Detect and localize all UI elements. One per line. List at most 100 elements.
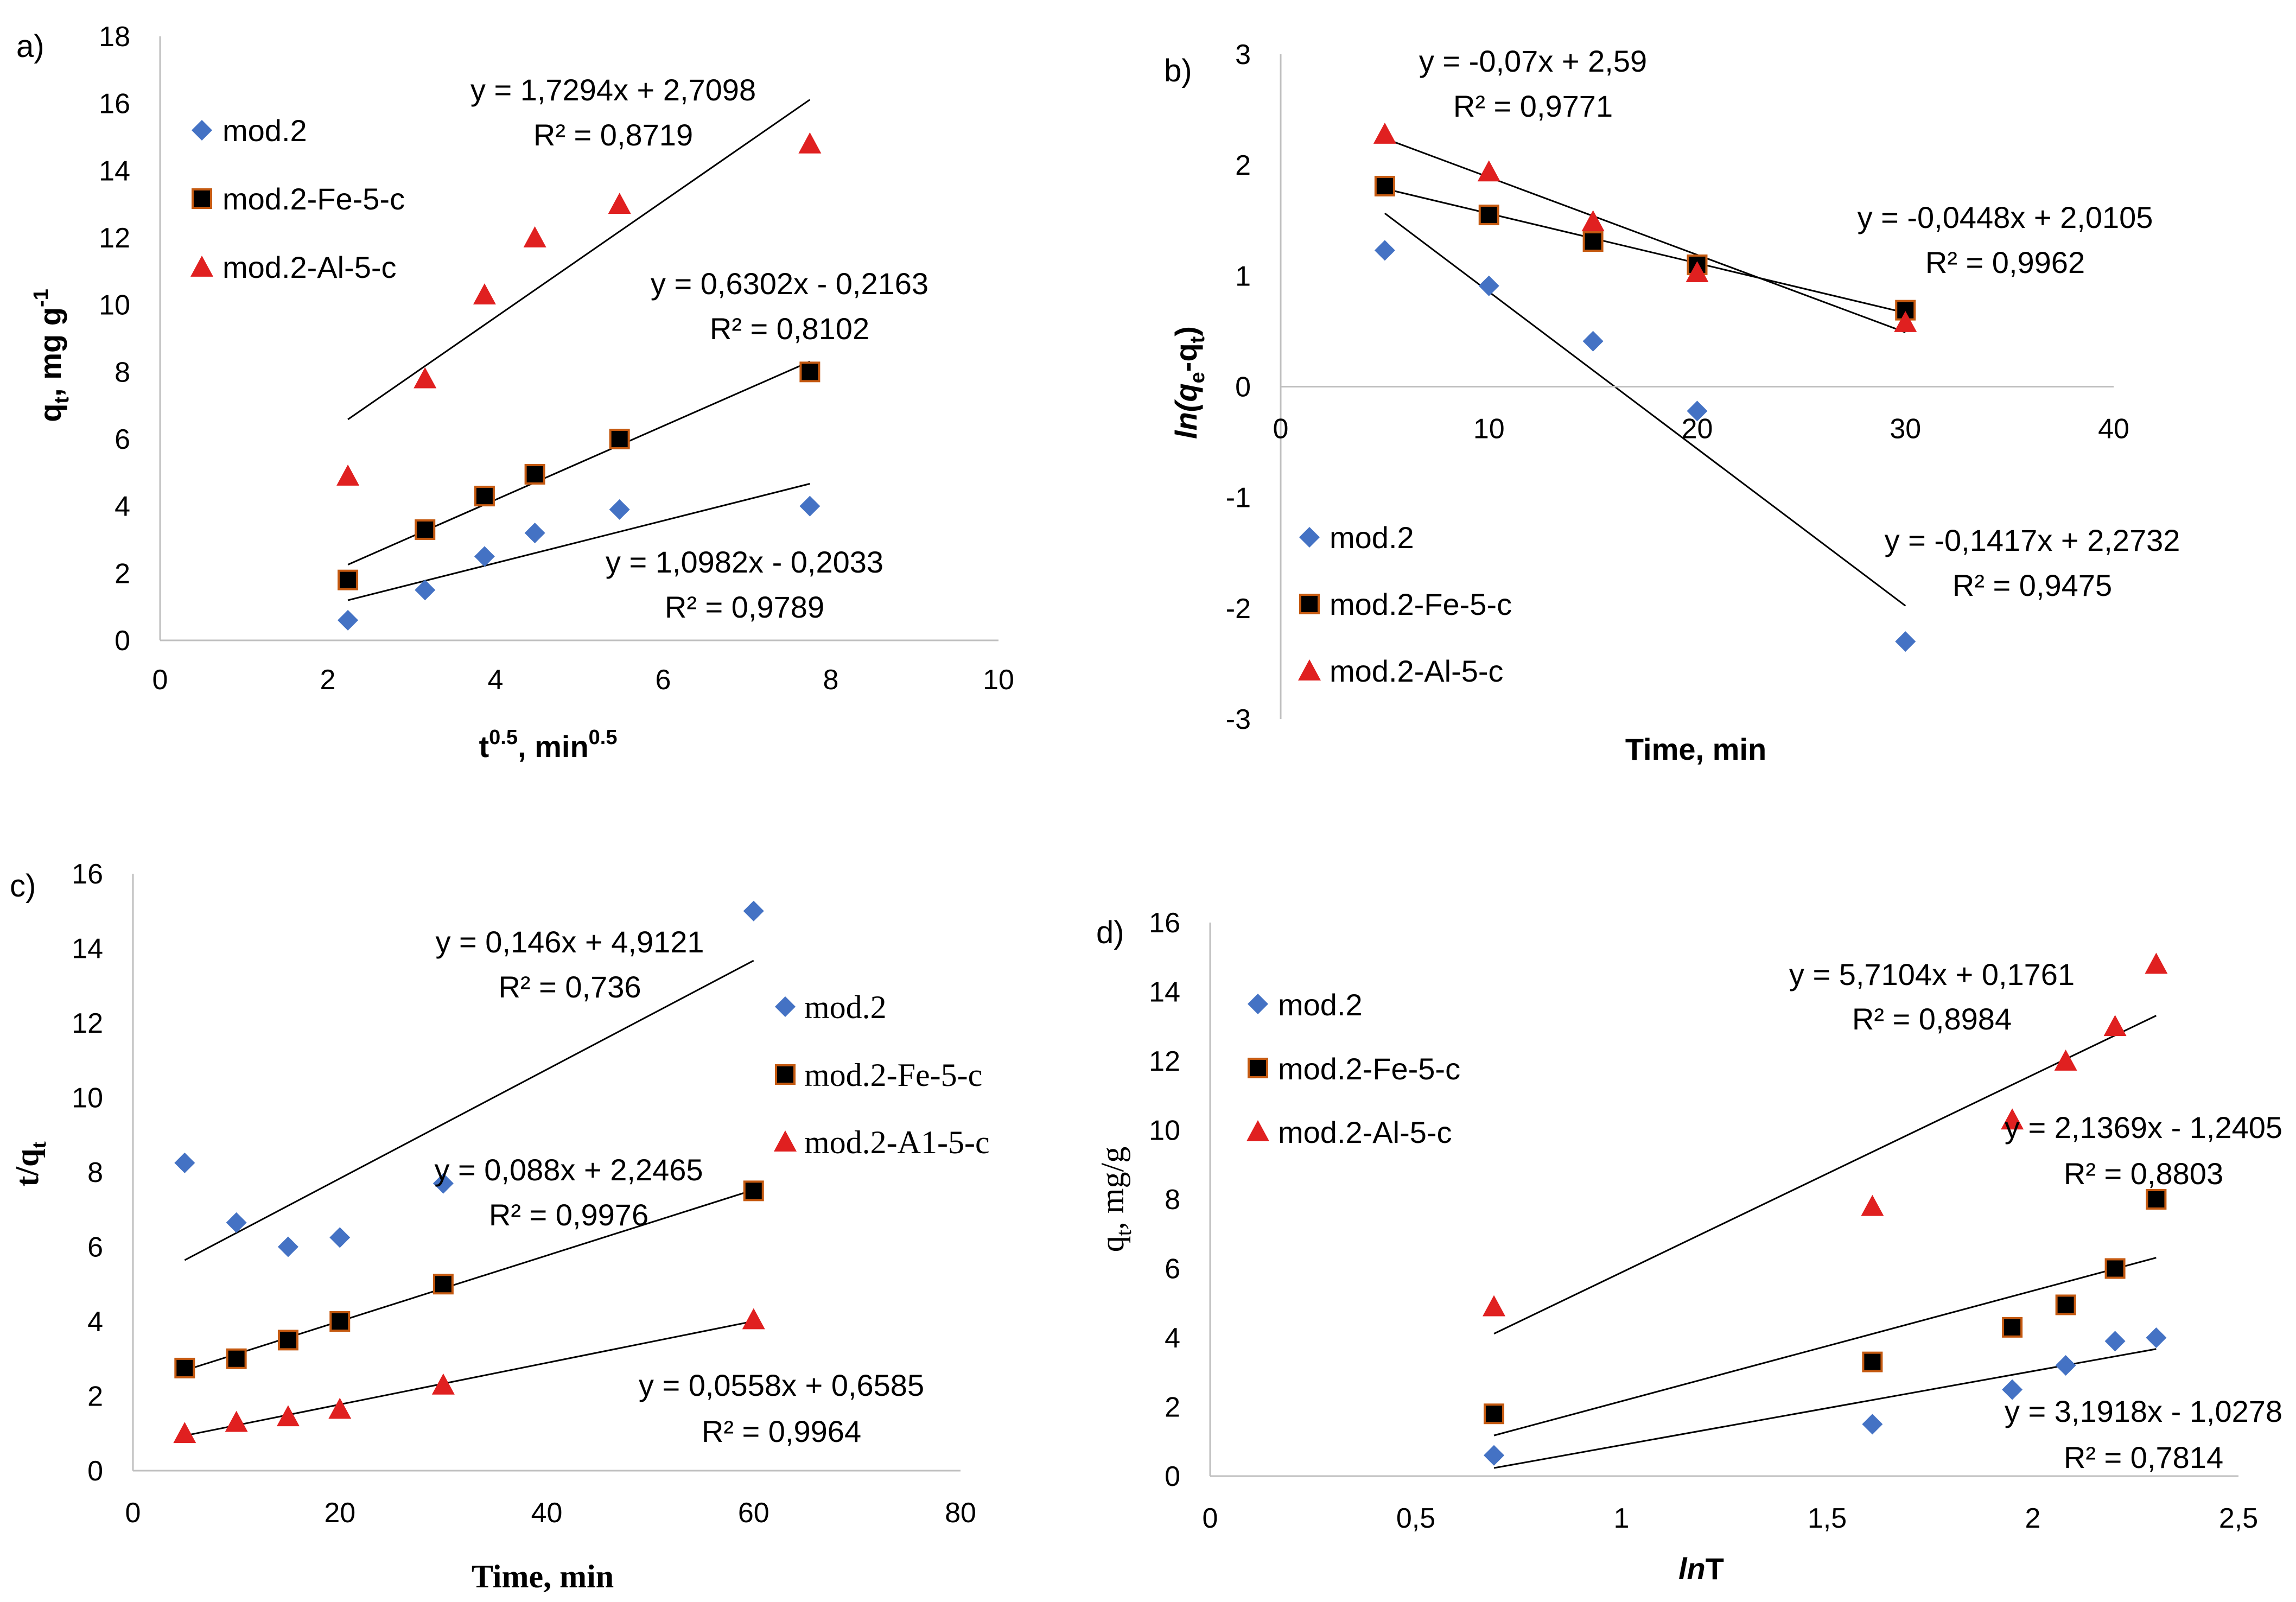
panel-c-xlabel: Time, min [472, 1559, 614, 1594]
panel-d-ytick-label: 4 [1165, 1323, 1180, 1354]
panel-b-trendline-mod2 [1384, 212, 1906, 607]
panel-d-r2-al: R² = 0,8984 [1852, 1002, 2012, 1036]
panel-d-legend: mod.2 mod.2-Fe-5-c mod.2-Al-5-c [1246, 988, 1460, 1149]
panel-b-point-fe [1582, 231, 1604, 252]
panel-a-point-mod2 [799, 495, 821, 517]
panel-c: c) 0 2 4 6 8 10 12 14 16 0 20 40 60 80 mod.2 mod.2-Fe… [9, 859, 990, 1594]
panel-b-xtick-label: 20 [1682, 414, 1713, 445]
panel-d-ytick-label: 0 [1165, 1461, 1180, 1492]
panel-c-xtick-label: 80 [945, 1497, 976, 1529]
panel-d-point-al [2054, 1050, 2077, 1071]
panel-d-legend-al: mod.2-Al-5-c [1278, 1115, 1452, 1149]
panel-c-ytick-label: 2 [87, 1381, 103, 1413]
panel-d-point-al [2103, 1015, 2127, 1037]
panel-b-ytick-label: -3 [1226, 704, 1251, 735]
panel-c-point-mod2 [329, 1227, 351, 1248]
panel-b-xlabel: Time, min [1625, 732, 1766, 766]
panel-b-point-fe [1478, 205, 1499, 226]
panel-d-eq-al: y = 5,7104x + 0,1761 [1789, 957, 2075, 991]
panel-b-eq-mod2: y = -0,1417x + 2,2732 [1885, 523, 2180, 557]
panel-d-xtick-label: 2,5 [2219, 1503, 2258, 1534]
panel-d-ylabel: qt, mg/g [1095, 1147, 1136, 1252]
panel-c-ytick-label: 6 [87, 1232, 103, 1263]
panel-b-point-al [1894, 311, 1917, 332]
panel-c-ytick-label: 0 [87, 1455, 103, 1487]
panel-a-ytick-label: 4 [115, 491, 130, 523]
panel-c-legend-marker-al [774, 1130, 797, 1152]
panel-a-point-al [798, 132, 822, 154]
panel-c-point-fe [226, 1348, 247, 1369]
panel-d-trendline-mod2 [1493, 1257, 2157, 1436]
panel-b-xtick-label: 10 [1473, 414, 1505, 445]
panel-c-ytick-label: 12 [72, 1008, 103, 1039]
panel-c-legend-fe: mod.2-Fe-5-c [804, 1057, 982, 1093]
panel-d-xlabel: lnT [1678, 1552, 1724, 1586]
panel-a-ytick-label: 16 [99, 88, 130, 120]
panel-b-point-al [1373, 123, 1396, 144]
panel-a-xlabel: t0.5, min0.5 [479, 726, 618, 764]
panel-a-r2-al: R² = 0,8719 [533, 118, 693, 152]
panel-d-trendline-al [1493, 1015, 2157, 1334]
panel-a-xtick-label: 6 [656, 664, 671, 696]
panel-b-r2-mod2: R² = 0,9475 [1952, 568, 2112, 602]
panel-b-xtick-label: 40 [2098, 414, 2129, 445]
panel-a-eq-al: y = 1,7294x + 2,7098 [470, 73, 756, 107]
panel-c-xtick-label: 40 [531, 1497, 563, 1529]
panel-c-legend-marker-fe [775, 1064, 796, 1085]
panel-b-legend-al: mod.2-Al-5-c [1330, 654, 1504, 688]
panel-a-legend-mod2: mod.2 [222, 113, 307, 148]
panel-b-r2-fe: R² = 0,9962 [1925, 245, 2085, 279]
panel-d-ytick-label: 14 [1149, 977, 1180, 1008]
panel-b-xtick-label: 30 [1890, 414, 1921, 445]
panel-a-point-al [608, 193, 631, 214]
panel-b-legend-marker-al [1298, 659, 1321, 681]
panel-c-eq-fe: y = 0,088x + 2,2465 [434, 1153, 703, 1187]
panel-d-point-fe [1862, 1351, 1883, 1372]
panel-a-r2-fe: R² = 0,8102 [710, 312, 869, 346]
panel-c-trendline-fe [184, 1189, 754, 1371]
panel-a-eq-fe: y = 0,6302x - 0,2163 [651, 266, 928, 301]
panel-b-ytick-label: 2 [1235, 150, 1251, 181]
panel-a-point-fe [474, 486, 495, 507]
panel-d-legend-marker-al [1246, 1120, 1269, 1141]
panel-d-label: d) [1096, 915, 1124, 950]
panel-c-r2-al: R² = 0,9964 [702, 1414, 861, 1448]
panel-c-point-al [276, 1405, 300, 1427]
panel-a-point-al [414, 367, 437, 389]
panel-c-point-al [328, 1397, 352, 1419]
panel-c-legend-mod2: mod.2 [804, 989, 887, 1025]
panel-b-legend-fe: mod.2-Fe-5-c [1330, 587, 1512, 621]
panel-c-ytick-label: 16 [72, 859, 103, 890]
panel-c-legend: mod.2 mod.2-Fe-5-c mod.2-A1-5-c [774, 989, 990, 1160]
panel-b-point-mod2 [1478, 275, 1499, 296]
panel-d-legend-fe: mod.2-Fe-5-c [1278, 1052, 1460, 1086]
panel-c-point-al [431, 1373, 455, 1395]
panel-b-ytick-label: 1 [1235, 260, 1251, 292]
panel-c-legend-al: mod.2-A1-5-c [804, 1124, 990, 1160]
panel-d-point-mod2 [2055, 1355, 2076, 1376]
panel-c-point-al [225, 1410, 248, 1432]
panel-d-ytick-label: 12 [1149, 1046, 1180, 1077]
panel-d-legend-marker-fe [1248, 1058, 1268, 1078]
panel-a-point-al [523, 226, 546, 247]
panel-d-point-al [2001, 1108, 2024, 1130]
panel-c-label: c) [10, 868, 36, 904]
panel-a-ytick-label: 6 [115, 424, 130, 455]
panel-a-point-al [473, 283, 496, 304]
panel-c-point-fe [174, 1357, 195, 1378]
panel-c-xtick-label: 0 [125, 1497, 141, 1529]
panel-d-xtick-label: 0 [1203, 1503, 1218, 1534]
panel-a-legend-marker-al [190, 256, 213, 277]
panel-b-legend: mod.2 mod.2-Fe-5-c mod.2-Al-5-c [1298, 520, 1512, 688]
panel-d-xtick-label: 1,5 [1808, 1503, 1847, 1534]
panel-c-trendline-al [185, 1320, 754, 1437]
panel-d-xtick-label: 1 [1614, 1503, 1630, 1534]
panel-c-eq-mod2: y = 0,146x + 4,9121 [435, 925, 704, 959]
panel-c-point-fe [277, 1330, 298, 1351]
panel-d-point-mod2 [2002, 1379, 2023, 1400]
panel-a: a) 0 2 4 6 8 10 12 14 16 18 0 2 4 6 8 10 mod.2 mod.2-Fe… [16, 21, 1014, 764]
panel-d-ytick-label: 2 [1165, 1392, 1180, 1423]
panel-a-xtick-label: 10 [983, 664, 1014, 696]
